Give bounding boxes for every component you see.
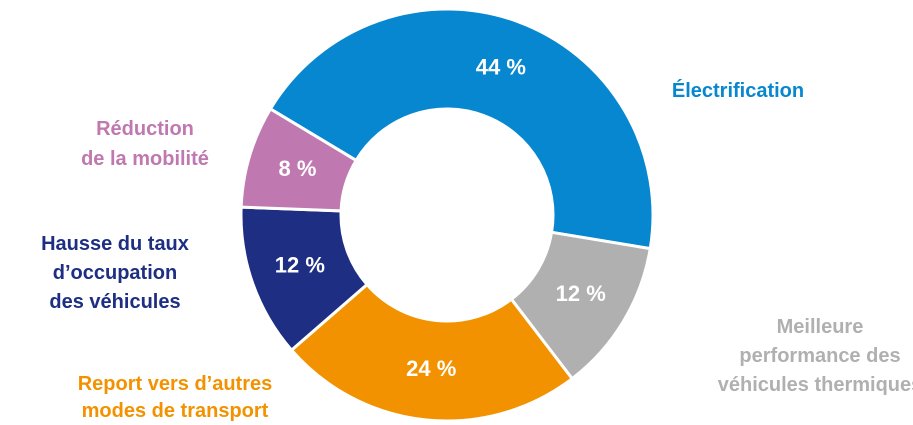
category-label-line: d’occupation	[53, 262, 177, 284]
category-label-line: véhicules thermiques	[718, 374, 913, 396]
value-label: 12 %	[275, 253, 325, 278]
category-label: Hausse du taux d’occupation des véhicules	[41, 233, 189, 313]
donut-slice	[239, 106, 359, 213]
donut-slice	[268, 7, 655, 251]
category-label-line: Meilleure	[777, 316, 864, 338]
category-label-line: de la mobilité	[81, 148, 209, 170]
category-label-line: Électrification	[672, 79, 804, 102]
category-label: Meilleure performance des véhicules thermi…	[718, 316, 913, 396]
donut-slice	[289, 282, 575, 423]
value-label: 12 %	[556, 281, 606, 306]
value-label: 44 %	[476, 54, 526, 79]
category-label-line: Réduction	[96, 118, 194, 140]
category-label: Report vers d’autres modes de transport	[78, 373, 273, 422]
category-label-line: des véhicules	[49, 291, 180, 313]
category-label-line: Report vers d’autres	[78, 373, 273, 395]
category-label: Réduction de la mobilité	[81, 118, 209, 170]
category-label-line: Hausse du taux	[41, 233, 189, 255]
value-label: 8 %	[279, 156, 317, 181]
category-label: Électrification	[672, 79, 804, 102]
category-label-line: modes de transport	[82, 400, 269, 422]
category-label-line: performance des	[739, 345, 900, 367]
value-label: 24 %	[406, 356, 456, 381]
